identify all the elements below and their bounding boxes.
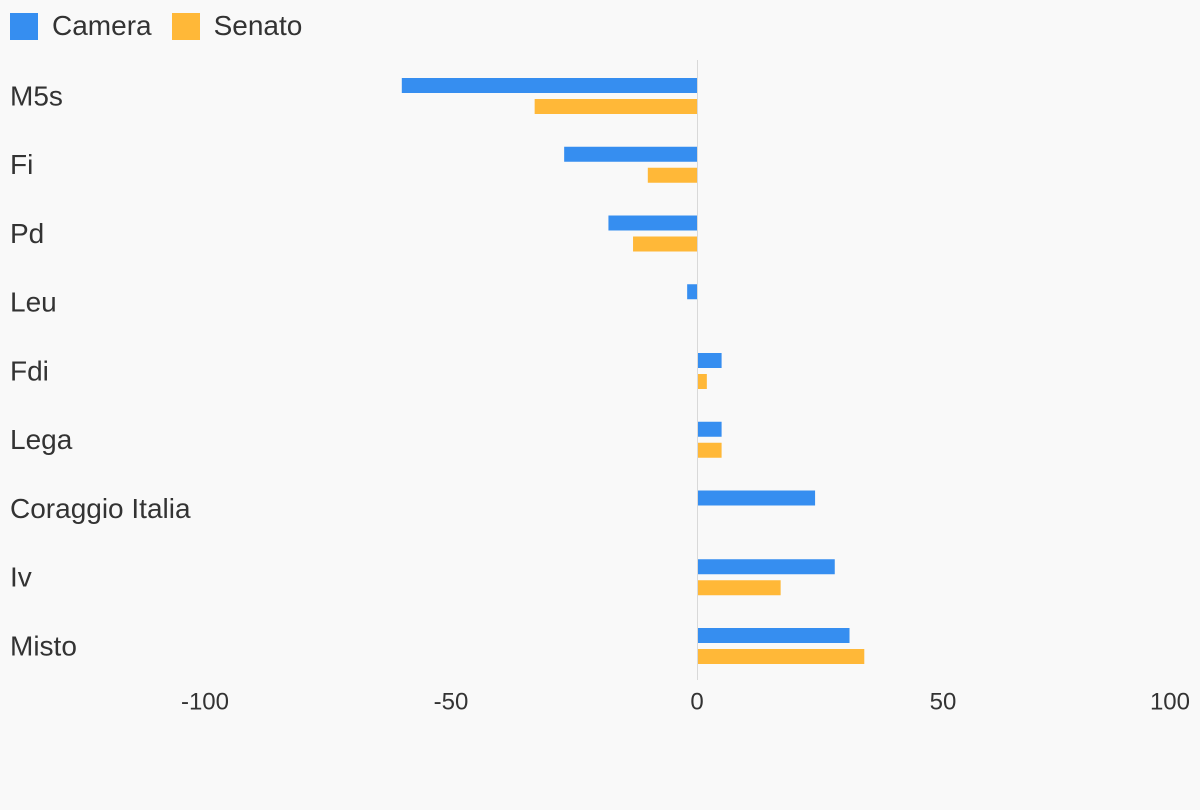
bar-senato-fi[interactable] (647, 167, 697, 183)
legend: Camera Senato (10, 8, 322, 44)
bar-camera-iv[interactable] (697, 559, 835, 575)
category-label-fi: Fi (10, 149, 33, 180)
bar-camera-lega[interactable] (697, 421, 722, 437)
category-labels: M5s Fi Pd Leu Fdi Lega Coraggio Italia Iv Misto (10, 80, 191, 661)
x-tick-label: -100 (181, 688, 229, 715)
legend-swatch-senato (171, 12, 200, 40)
x-tick-label: 0 (690, 688, 703, 715)
bar-camera-coraggio-italia[interactable] (697, 490, 816, 506)
legend-swatch-camera (10, 12, 38, 40)
bar-senato-iv[interactable] (697, 580, 781, 596)
x-tick-label: -50 (434, 688, 469, 715)
category-label-misto: Misto (10, 630, 77, 661)
category-label-fdi: Fdi (10, 355, 49, 386)
bar-camera-leu[interactable] (687, 284, 697, 300)
x-tick-label: 50 (930, 688, 957, 715)
category-label-m5s: M5s (10, 80, 63, 111)
bar-camera-fdi[interactable] (697, 353, 722, 368)
x-tick-labels: -100 -50 0 50 100 (181, 688, 1190, 715)
bars (401, 78, 865, 664)
category-label-iv: Iv (10, 562, 32, 593)
bar-senato-pd[interactable] (633, 236, 697, 252)
x-tick-label: 100 (1150, 688, 1190, 715)
category-label-coraggio-italia: Coraggio Italia (10, 493, 191, 524)
category-label-leu: Leu (10, 287, 57, 318)
bar-senato-lega[interactable] (697, 442, 722, 458)
category-label-pd: Pd (10, 218, 44, 249)
bar-senato-fdi[interactable] (697, 374, 707, 389)
bar-camera-fi[interactable] (564, 146, 697, 162)
bar-camera-pd[interactable] (608, 215, 697, 231)
legend-item-senato[interactable]: Senato (171, 8, 303, 44)
category-label-lega: Lega (10, 424, 73, 455)
bar-camera-m5s[interactable] (401, 78, 697, 93)
legend-label-camera: Camera (52, 10, 152, 41)
bar-camera-misto[interactable] (697, 628, 850, 643)
legend-item-camera[interactable]: Camera (10, 8, 152, 44)
legend-label-senato: Senato (213, 10, 303, 41)
bar-senato-misto[interactable] (697, 649, 865, 664)
bar-senato-m5s[interactable] (534, 99, 697, 114)
